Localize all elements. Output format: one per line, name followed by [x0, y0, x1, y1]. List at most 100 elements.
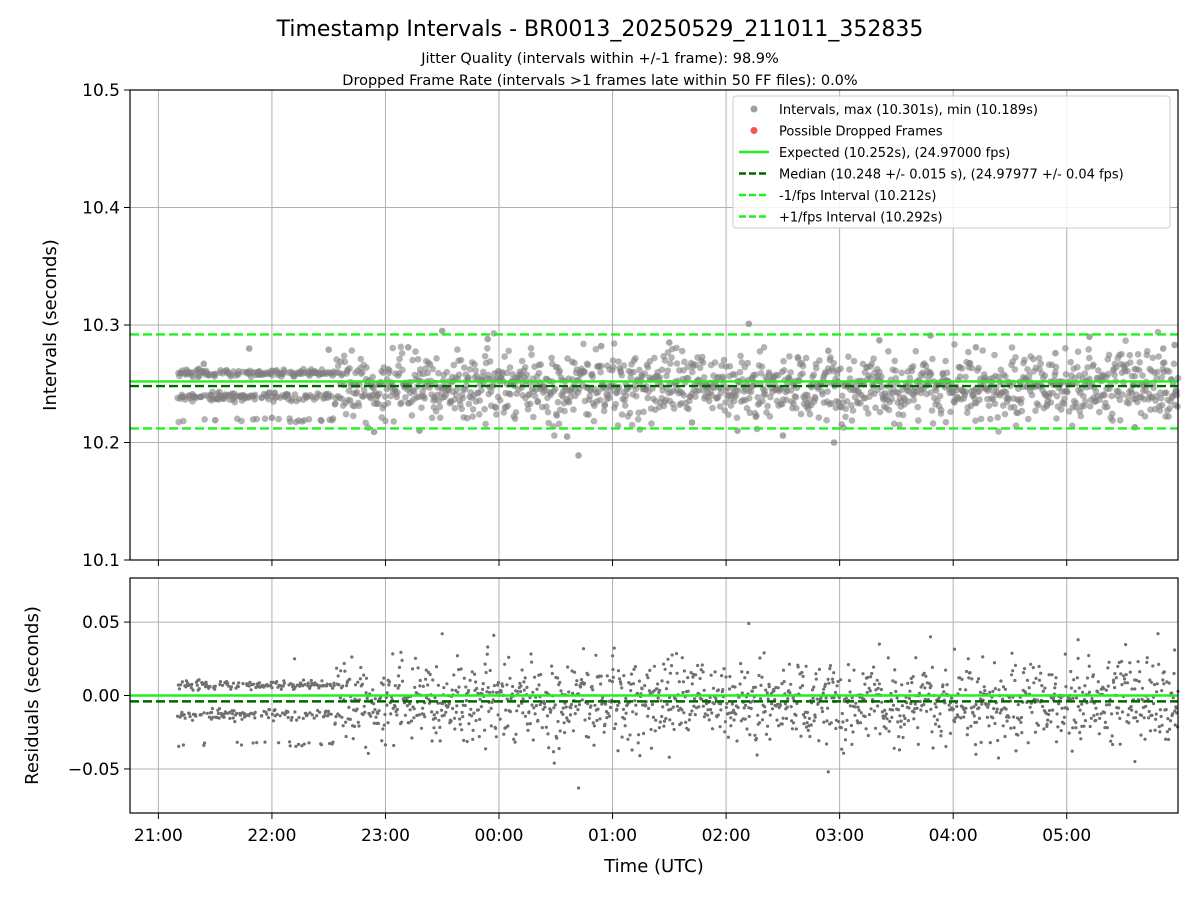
- residual-point: [331, 740, 335, 744]
- residual-point: [289, 718, 293, 722]
- residual-point: [1045, 722, 1049, 726]
- interval-point: [977, 415, 985, 423]
- residual-point: [817, 739, 821, 743]
- residual-point: [1046, 718, 1050, 722]
- interval-point: [827, 354, 834, 361]
- residual-point: [953, 716, 958, 720]
- interval-point: [459, 395, 467, 402]
- interval-point: [453, 386, 461, 394]
- residual-point: [507, 655, 511, 660]
- residual-point: [389, 712, 393, 716]
- residual-point: [1050, 673, 1054, 677]
- residual-point: [765, 691, 769, 695]
- residual-point: [1135, 678, 1139, 682]
- interval-point: [1090, 361, 1097, 369]
- residual-point: [495, 683, 500, 687]
- residual-point: [843, 738, 848, 742]
- residual-point: [822, 720, 826, 724]
- residual-point: [830, 677, 835, 681]
- residual-point: [930, 730, 934, 734]
- residual-point: [1106, 684, 1110, 688]
- interval-point: [732, 392, 740, 400]
- residual-point: [968, 671, 972, 675]
- residual-point: [669, 707, 673, 711]
- residual-point: [1001, 724, 1005, 728]
- interval-point: [928, 407, 936, 414]
- residual-point: [385, 703, 389, 707]
- residual-point: [883, 708, 887, 712]
- residual-point: [791, 696, 795, 700]
- residual-point: [914, 656, 918, 660]
- residual-point: [865, 690, 869, 695]
- residual-point: [484, 747, 488, 751]
- residual-point: [781, 716, 785, 720]
- residual-point: [944, 668, 948, 672]
- residual-point: [668, 718, 672, 722]
- residual-point: [994, 710, 999, 714]
- residual-point: [1001, 685, 1006, 689]
- residual-point: [1087, 653, 1091, 658]
- interval-point: [1165, 368, 1173, 375]
- residual-point: [867, 686, 871, 690]
- residual-point: [951, 707, 955, 711]
- residual-point: [558, 680, 562, 685]
- residual-point: [820, 709, 825, 714]
- interval-point: [1053, 415, 1060, 422]
- residual-point: [592, 724, 597, 728]
- interval-point: [386, 367, 393, 374]
- residual-point: [282, 681, 286, 685]
- residual-point: [659, 699, 663, 703]
- interval-point: [463, 414, 471, 422]
- residual-point: [485, 652, 489, 656]
- residual-point: [499, 690, 503, 694]
- residual-point: [409, 719, 414, 723]
- residual-point: [341, 684, 345, 688]
- interval-point: [1011, 366, 1019, 373]
- residual-point: [1060, 706, 1064, 710]
- residual-point: [458, 717, 462, 721]
- residual-point: [496, 680, 500, 685]
- residual-point: [662, 719, 667, 723]
- residual-point: [238, 713, 243, 717]
- interval-point: [1158, 401, 1166, 409]
- residual-point: [829, 721, 833, 725]
- residual-point: [355, 707, 359, 711]
- residual-point: [763, 705, 767, 709]
- residual-point: [218, 682, 222, 687]
- residual-point: [1170, 691, 1174, 695]
- residual-point: [959, 716, 963, 720]
- interval-point: [1116, 417, 1124, 424]
- residual-point: [931, 746, 935, 750]
- residual-point: [907, 706, 911, 710]
- residual-point: [1022, 667, 1027, 671]
- residual-point: [466, 688, 471, 693]
- interval-point: [476, 397, 484, 404]
- residual-point: [1174, 706, 1178, 710]
- residual-point: [218, 680, 223, 684]
- residual-point: [1140, 686, 1145, 690]
- residual-point: [897, 735, 901, 739]
- residual-point: [1124, 643, 1128, 647]
- residual-point: [686, 676, 690, 680]
- residual-point: [1098, 716, 1102, 721]
- residual-point: [1155, 690, 1159, 694]
- residual-point: [253, 710, 257, 715]
- interval-point: [534, 398, 542, 405]
- interval-point: [934, 397, 941, 405]
- interval-point: [1001, 410, 1009, 418]
- residual-point: [210, 707, 214, 711]
- interval-point: [286, 418, 294, 426]
- interval-point: [799, 370, 806, 377]
- residual-point: [602, 730, 606, 734]
- residual-point: [899, 719, 903, 723]
- interval-point: [478, 387, 485, 394]
- interval-point: [865, 410, 872, 417]
- residual-point: [1120, 710, 1125, 714]
- residual-point: [1074, 726, 1078, 730]
- residual-point: [671, 705, 675, 709]
- residual-point: [529, 652, 533, 656]
- residual-point: [714, 696, 718, 701]
- residual-point: [1000, 707, 1004, 712]
- residual-point: [342, 661, 346, 666]
- residual-point: [923, 686, 927, 690]
